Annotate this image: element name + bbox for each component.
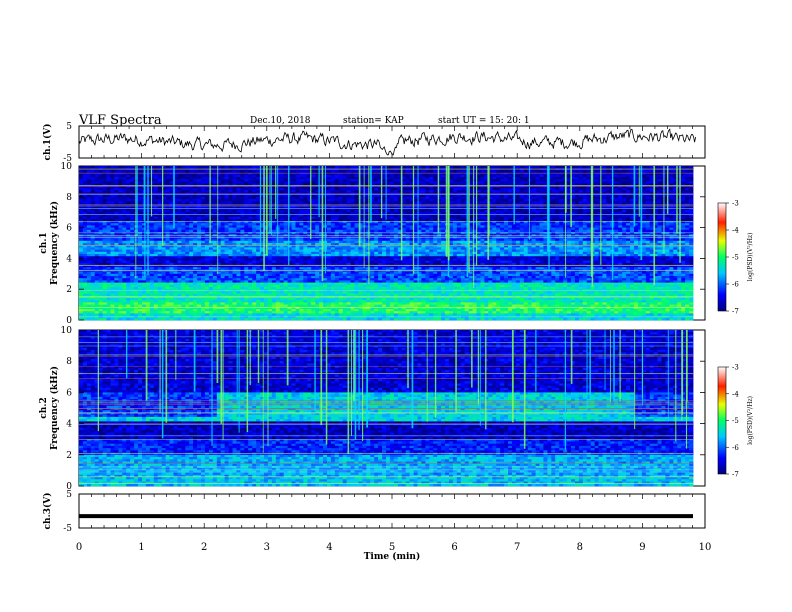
ch1-ytick-label: -5 xyxy=(63,154,72,164)
x-tick-label: 6 xyxy=(451,542,457,553)
x-tick-label: 2 xyxy=(201,542,207,553)
ch1-ylabel-frequency: Frequency (kHz) xyxy=(49,201,60,285)
x-tick-label: 5 xyxy=(389,542,395,553)
x-tick-label: 10 xyxy=(699,542,712,553)
panel-frame-4 xyxy=(78,493,706,529)
x-tick-label: 8 xyxy=(577,542,583,553)
station-label: station= KAP xyxy=(343,116,404,126)
ch1-ylabel: ch.1(V) xyxy=(42,124,53,161)
ch2-colorbar-tick-label: -4 xyxy=(732,390,739,398)
ch1-ylabel: ch.1 xyxy=(39,232,49,253)
ch2-colorbar-tick-label: -6 xyxy=(732,444,739,452)
start-time-label: start UT = 15: 20: 1 xyxy=(438,116,530,126)
ch1-ytick-label: 4 xyxy=(66,254,72,264)
ch1-colorbar-tick-label: -4 xyxy=(732,227,739,235)
ch1-ytick-label: 2 xyxy=(66,285,72,295)
ch1-ytick-label: 10 xyxy=(61,162,73,172)
ch2-colorbar-tick-label: -7 xyxy=(732,471,739,479)
ch2-colorbar-tick-label: -3 xyxy=(732,364,739,372)
ch1-ytick-label: 5 xyxy=(66,122,72,132)
ch1-colorbar-tick-label: -6 xyxy=(732,281,739,289)
ch1-spectrogram-image xyxy=(79,166,694,321)
ch3-ylabel: ch.3(V) xyxy=(42,493,53,530)
ch1-ytick-label: 0 xyxy=(66,316,72,326)
ch2-ytick-label: 0 xyxy=(66,482,72,492)
x-tick-label: 1 xyxy=(138,542,144,553)
ch2-ylabel-frequency: Frequency (kHz) xyxy=(49,366,60,450)
ch2-ytick-label: 10 xyxy=(61,326,73,336)
ch3-ytick-label: 5 xyxy=(66,490,72,500)
ch3-ytick-label: -5 xyxy=(63,524,72,534)
ch2-spectrogram-image xyxy=(79,330,694,487)
ch2-colorbar-tick-label: -5 xyxy=(732,417,739,425)
x-tick-label: 7 xyxy=(514,542,520,553)
ch2-ytick-label: 2 xyxy=(66,451,72,461)
ch2-colorbar xyxy=(717,366,727,475)
ch2-ytick-label: 8 xyxy=(66,357,72,367)
ch2-ytick-label: 6 xyxy=(66,388,72,398)
x-tick-label: 3 xyxy=(264,542,270,553)
date-label: Dec.10, 2018 xyxy=(250,116,311,126)
ch1-colorbar-tick-label: -7 xyxy=(732,308,739,316)
chart-title: VLF Spectra xyxy=(79,113,162,128)
ch2-colorbar-label: log(PSD)(V²/Hz) xyxy=(747,396,754,445)
ch1-colorbar-label: log(PSD)(V²/Hz) xyxy=(747,233,754,282)
ch1-waveform-line xyxy=(78,128,696,156)
ch2-ytick-label: 4 xyxy=(66,420,72,430)
ch2-ylabel: ch.2 xyxy=(39,397,49,418)
x-tick-label: 4 xyxy=(326,542,332,553)
x-tick-label: 0 xyxy=(76,542,82,553)
ch1-colorbar-tick-label: -5 xyxy=(732,254,739,262)
ch1-ytick-label: 8 xyxy=(66,193,72,203)
x-axis-label: Time (min) xyxy=(364,551,421,562)
x-tick-label: 9 xyxy=(639,542,645,553)
ch1-colorbar xyxy=(717,202,727,312)
ch1-colorbar-tick-label: -3 xyxy=(732,200,739,208)
ch1-ytick-label: 6 xyxy=(66,224,72,234)
